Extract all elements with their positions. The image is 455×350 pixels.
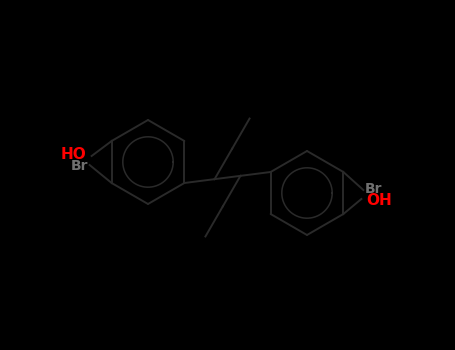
- Text: HO: HO: [61, 147, 86, 162]
- Text: Br: Br: [364, 182, 382, 196]
- Text: Br: Br: [71, 159, 89, 173]
- Text: OH: OH: [366, 193, 392, 208]
